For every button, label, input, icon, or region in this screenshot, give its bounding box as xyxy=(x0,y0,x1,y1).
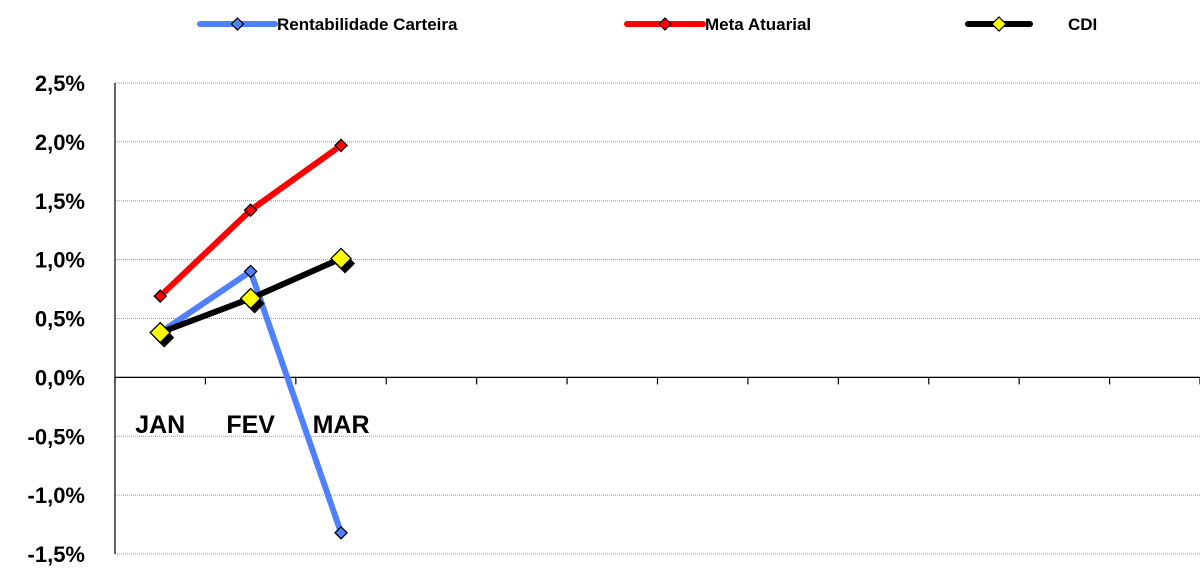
y-tick-label: 2,0% xyxy=(35,130,85,155)
legend-marker xyxy=(658,17,672,31)
series-meta-atuarial xyxy=(153,138,348,304)
data-point xyxy=(149,321,172,344)
legend-label: Meta Atuarial xyxy=(705,15,811,34)
legend-entry: Meta Atuarial xyxy=(624,15,811,34)
series-cdi xyxy=(149,247,356,348)
legend-label: Rentabilidade Carteira xyxy=(277,15,458,34)
legend-label: CDI xyxy=(1068,15,1097,34)
y-tick-label: 1,5% xyxy=(35,189,85,214)
data-point xyxy=(243,203,258,218)
y-tick-label: 2,5% xyxy=(35,71,85,96)
y-tick-label: -0,5% xyxy=(28,424,85,449)
x-tick-label: FEV xyxy=(226,411,275,439)
data-point xyxy=(239,287,262,310)
y-tick-label: -1,0% xyxy=(28,483,85,508)
legend-entry: Rentabilidade Carteira xyxy=(197,15,458,34)
data-point xyxy=(334,525,348,540)
legend-marker xyxy=(991,16,1007,32)
chart-axes xyxy=(114,83,1200,554)
chart-legend: Rentabilidade Carteira Meta Atuarial CDI xyxy=(197,15,1097,34)
data-point xyxy=(243,264,258,279)
y-tick-label: 1,0% xyxy=(35,248,85,273)
legend-entry: CDI xyxy=(965,15,1097,34)
y-tick-label: 0,5% xyxy=(35,307,85,332)
legend-marker xyxy=(230,17,245,31)
y-tick-label: -1,5% xyxy=(28,542,85,567)
series-line xyxy=(157,268,345,536)
data-point xyxy=(334,138,348,153)
chart-gridlines xyxy=(115,82,1200,555)
x-tick-label: MAR xyxy=(313,411,370,439)
y-tick-label: 0,0% xyxy=(35,365,85,390)
data-point xyxy=(153,289,168,304)
data-point xyxy=(330,247,352,270)
y-axis-ticks: 2,5% 2,0% 1,5% 1,0% 0,5% 0,0% -0,5% -1,0% -1,5% xyxy=(28,71,85,567)
chart-series xyxy=(149,138,356,540)
x-tick-label: JAN xyxy=(135,411,185,439)
x-axis-ticks: JAN FEV MAR xyxy=(135,411,369,439)
